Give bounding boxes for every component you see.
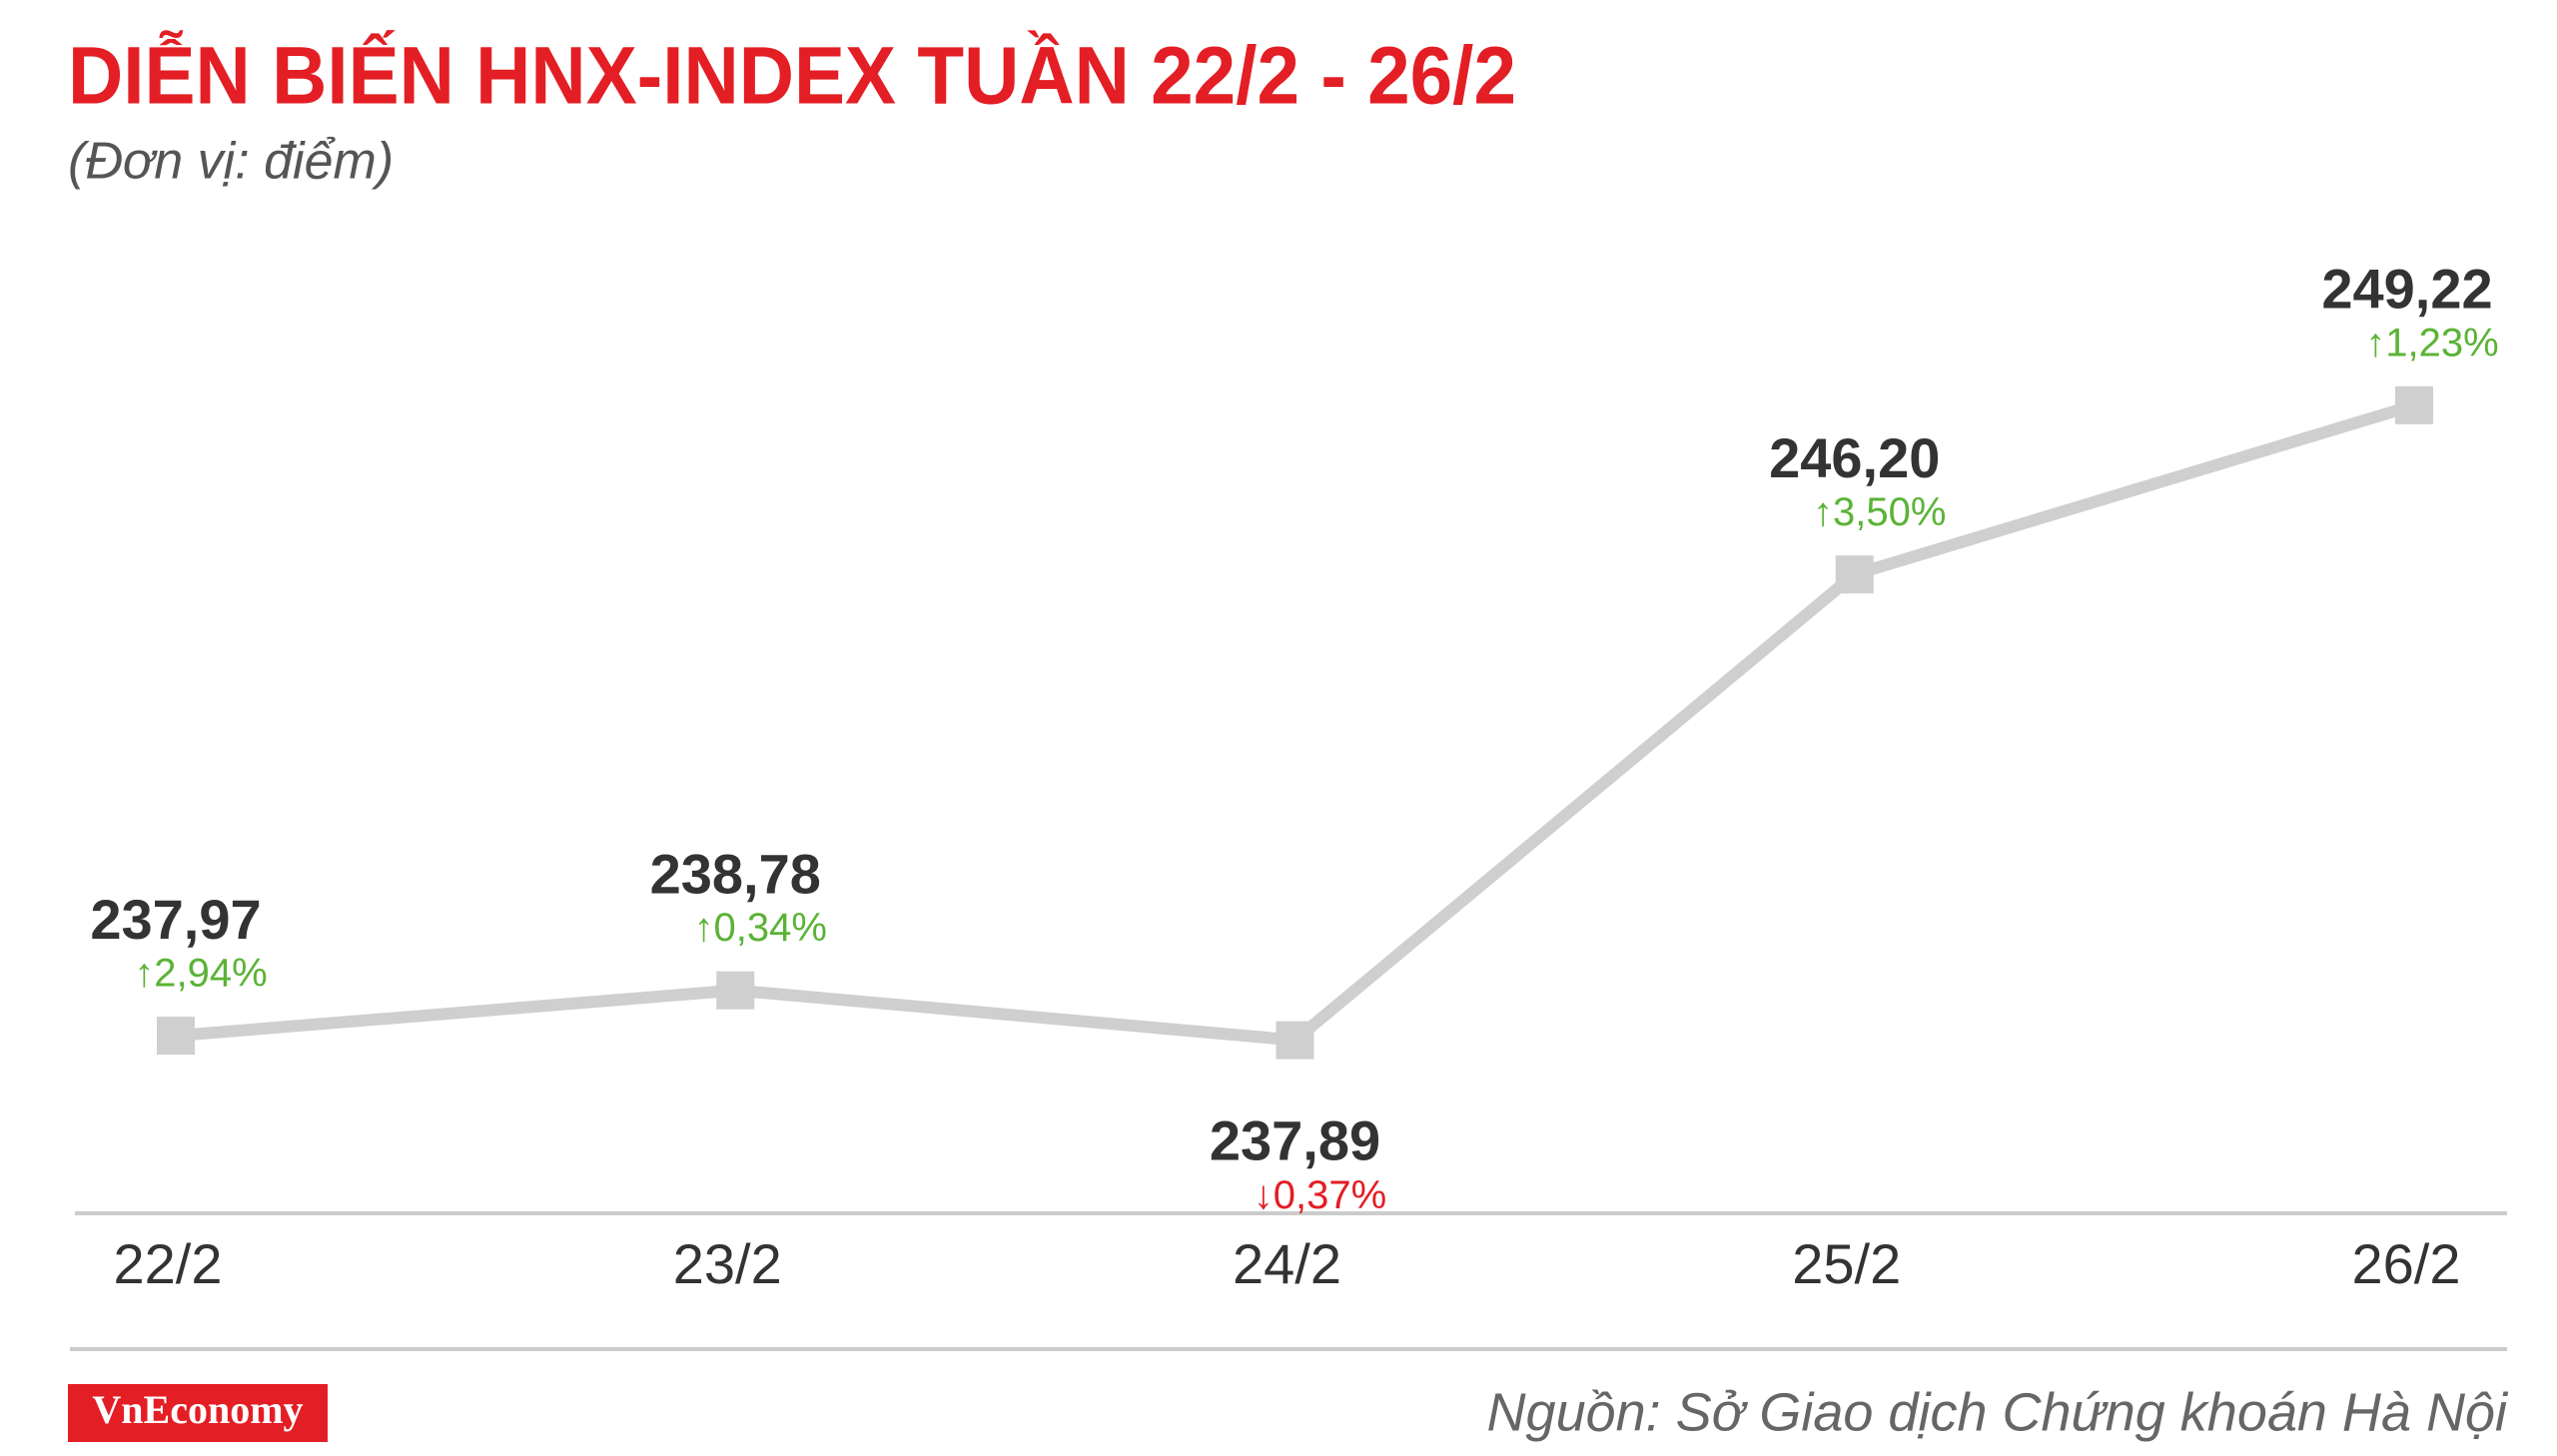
chart-title: DIỄN BIẾN HNX-INDEX TUẦN 22/2 - 26/2 (68, 31, 1516, 122)
change-label: ↓0,37% (1254, 1173, 1386, 1217)
marker (157, 1017, 195, 1056)
line (175, 399, 2416, 1047)
value-label: 246,20 (1769, 426, 1940, 489)
change-label: ↑1,23% (2365, 321, 2498, 364)
value-label: 249,22 (2321, 258, 2492, 321)
marker (1835, 555, 1874, 594)
change-label: ↑0,34% (694, 906, 827, 950)
value-label: 238,78 (650, 842, 821, 905)
change-label: ↑2,94% (134, 952, 267, 996)
x-tick-label: 23/2 (673, 1232, 782, 1295)
marker (716, 971, 755, 1010)
x-tick-label: 26/2 (2352, 1232, 2461, 1295)
chart-subtitle: (Đơn vị: điểm) (68, 133, 394, 191)
x-tick-label: 24/2 (1233, 1232, 1341, 1295)
value-label: 237,97 (90, 888, 261, 951)
x-tick-label: 22/2 (114, 1232, 223, 1295)
change-label: ↑3,50% (1813, 490, 1946, 534)
x-tick-label: 25/2 (1792, 1232, 1901, 1295)
value-label: 237,89 (1210, 1108, 1380, 1171)
source: Nguồn: Sở Giao dịch Chứng khoán Hà Nội (1487, 1382, 2509, 1442)
marker (2395, 385, 2433, 424)
marker (1276, 1021, 1314, 1060)
logo-box (68, 1384, 328, 1442)
logo: VnEconomy (92, 1387, 303, 1432)
